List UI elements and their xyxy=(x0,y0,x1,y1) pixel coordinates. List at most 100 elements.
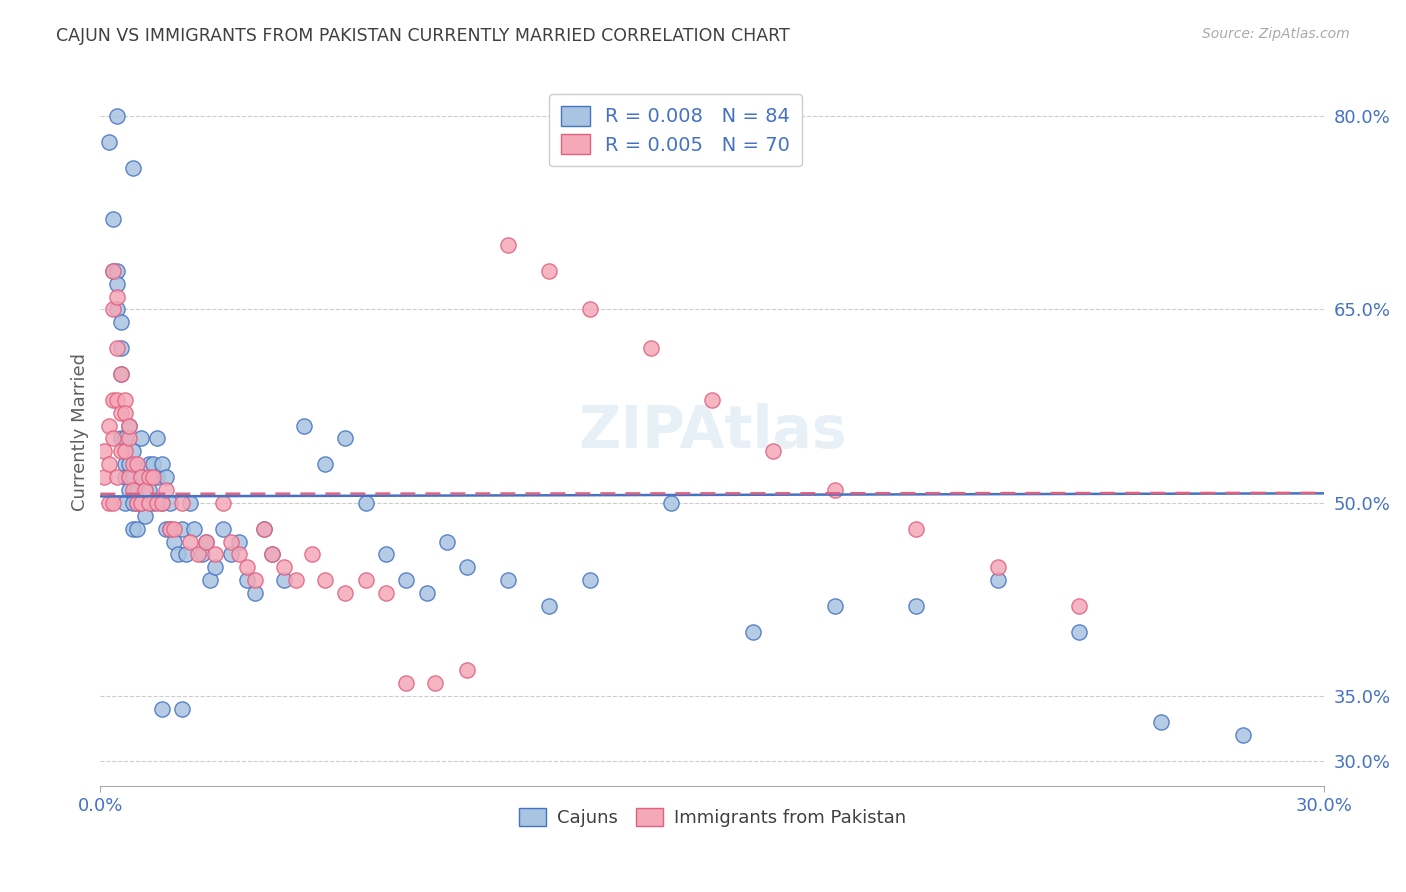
Point xyxy=(110,406,132,420)
Point xyxy=(114,431,136,445)
Point xyxy=(118,483,141,497)
Point xyxy=(110,341,132,355)
Point xyxy=(163,534,186,549)
Point xyxy=(142,470,165,484)
Point xyxy=(138,457,160,471)
Point xyxy=(498,238,520,252)
Point xyxy=(129,470,152,484)
Point xyxy=(101,496,124,510)
Point xyxy=(159,496,181,510)
Point xyxy=(538,599,561,613)
Point xyxy=(905,599,928,613)
Point xyxy=(538,264,561,278)
Point xyxy=(1150,714,1173,729)
Point xyxy=(987,573,1010,587)
Point xyxy=(174,548,197,562)
Point xyxy=(260,548,283,562)
Point xyxy=(118,418,141,433)
Point xyxy=(285,573,308,587)
Legend: Cajuns, Immigrants from Pakistan: Cajuns, Immigrants from Pakistan xyxy=(512,800,912,834)
Point xyxy=(114,470,136,484)
Point xyxy=(762,444,785,458)
Point xyxy=(122,444,145,458)
Point xyxy=(374,548,396,562)
Point xyxy=(415,586,437,600)
Point xyxy=(125,496,148,510)
Point xyxy=(101,392,124,407)
Point xyxy=(93,470,115,484)
Point xyxy=(101,264,124,278)
Point xyxy=(987,560,1010,574)
Point xyxy=(824,599,846,613)
Point xyxy=(114,457,136,471)
Point xyxy=(702,392,724,407)
Point xyxy=(105,302,128,317)
Point xyxy=(252,522,274,536)
Point xyxy=(314,573,336,587)
Point xyxy=(129,470,152,484)
Point xyxy=(195,534,218,549)
Point xyxy=(661,496,683,510)
Point xyxy=(166,548,188,562)
Point xyxy=(179,534,201,549)
Point xyxy=(374,586,396,600)
Point xyxy=(110,431,132,445)
Point xyxy=(211,496,233,510)
Point xyxy=(125,522,148,536)
Point xyxy=(195,534,218,549)
Point xyxy=(228,534,250,549)
Point xyxy=(125,457,148,471)
Point xyxy=(219,534,242,549)
Point xyxy=(101,302,124,317)
Point xyxy=(273,573,295,587)
Point xyxy=(101,212,124,227)
Point xyxy=(204,560,226,574)
Text: CAJUN VS IMMIGRANTS FROM PAKISTAN CURRENTLY MARRIED CORRELATION CHART: CAJUN VS IMMIGRANTS FROM PAKISTAN CURREN… xyxy=(56,27,790,45)
Point xyxy=(101,431,124,445)
Point xyxy=(105,392,128,407)
Point xyxy=(301,548,323,562)
Point xyxy=(122,496,145,510)
Point xyxy=(134,483,156,497)
Point xyxy=(105,290,128,304)
Point xyxy=(122,470,145,484)
Text: ZIPAtlas: ZIPAtlas xyxy=(578,403,846,460)
Point xyxy=(395,573,418,587)
Point xyxy=(118,457,141,471)
Point xyxy=(93,444,115,458)
Point xyxy=(191,548,214,562)
Point xyxy=(114,444,136,458)
Point xyxy=(155,483,177,497)
Point xyxy=(183,522,205,536)
Point xyxy=(245,573,267,587)
Point xyxy=(456,560,478,574)
Point xyxy=(905,522,928,536)
Point xyxy=(314,457,336,471)
Point xyxy=(97,135,120,149)
Point xyxy=(498,573,520,587)
Point xyxy=(110,367,132,381)
Point xyxy=(163,522,186,536)
Point xyxy=(273,560,295,574)
Point xyxy=(354,496,377,510)
Point xyxy=(333,586,356,600)
Point xyxy=(150,702,173,716)
Point xyxy=(105,341,128,355)
Point xyxy=(150,496,173,510)
Point xyxy=(204,548,226,562)
Point xyxy=(395,676,418,690)
Point xyxy=(114,496,136,510)
Point xyxy=(579,302,602,317)
Point xyxy=(122,161,145,175)
Point xyxy=(110,315,132,329)
Point xyxy=(170,522,193,536)
Point xyxy=(118,470,141,484)
Point xyxy=(170,702,193,716)
Point xyxy=(159,522,181,536)
Point xyxy=(146,431,169,445)
Point xyxy=(824,483,846,497)
Point xyxy=(142,457,165,471)
Point xyxy=(118,470,141,484)
Point xyxy=(187,548,209,562)
Point xyxy=(134,483,156,497)
